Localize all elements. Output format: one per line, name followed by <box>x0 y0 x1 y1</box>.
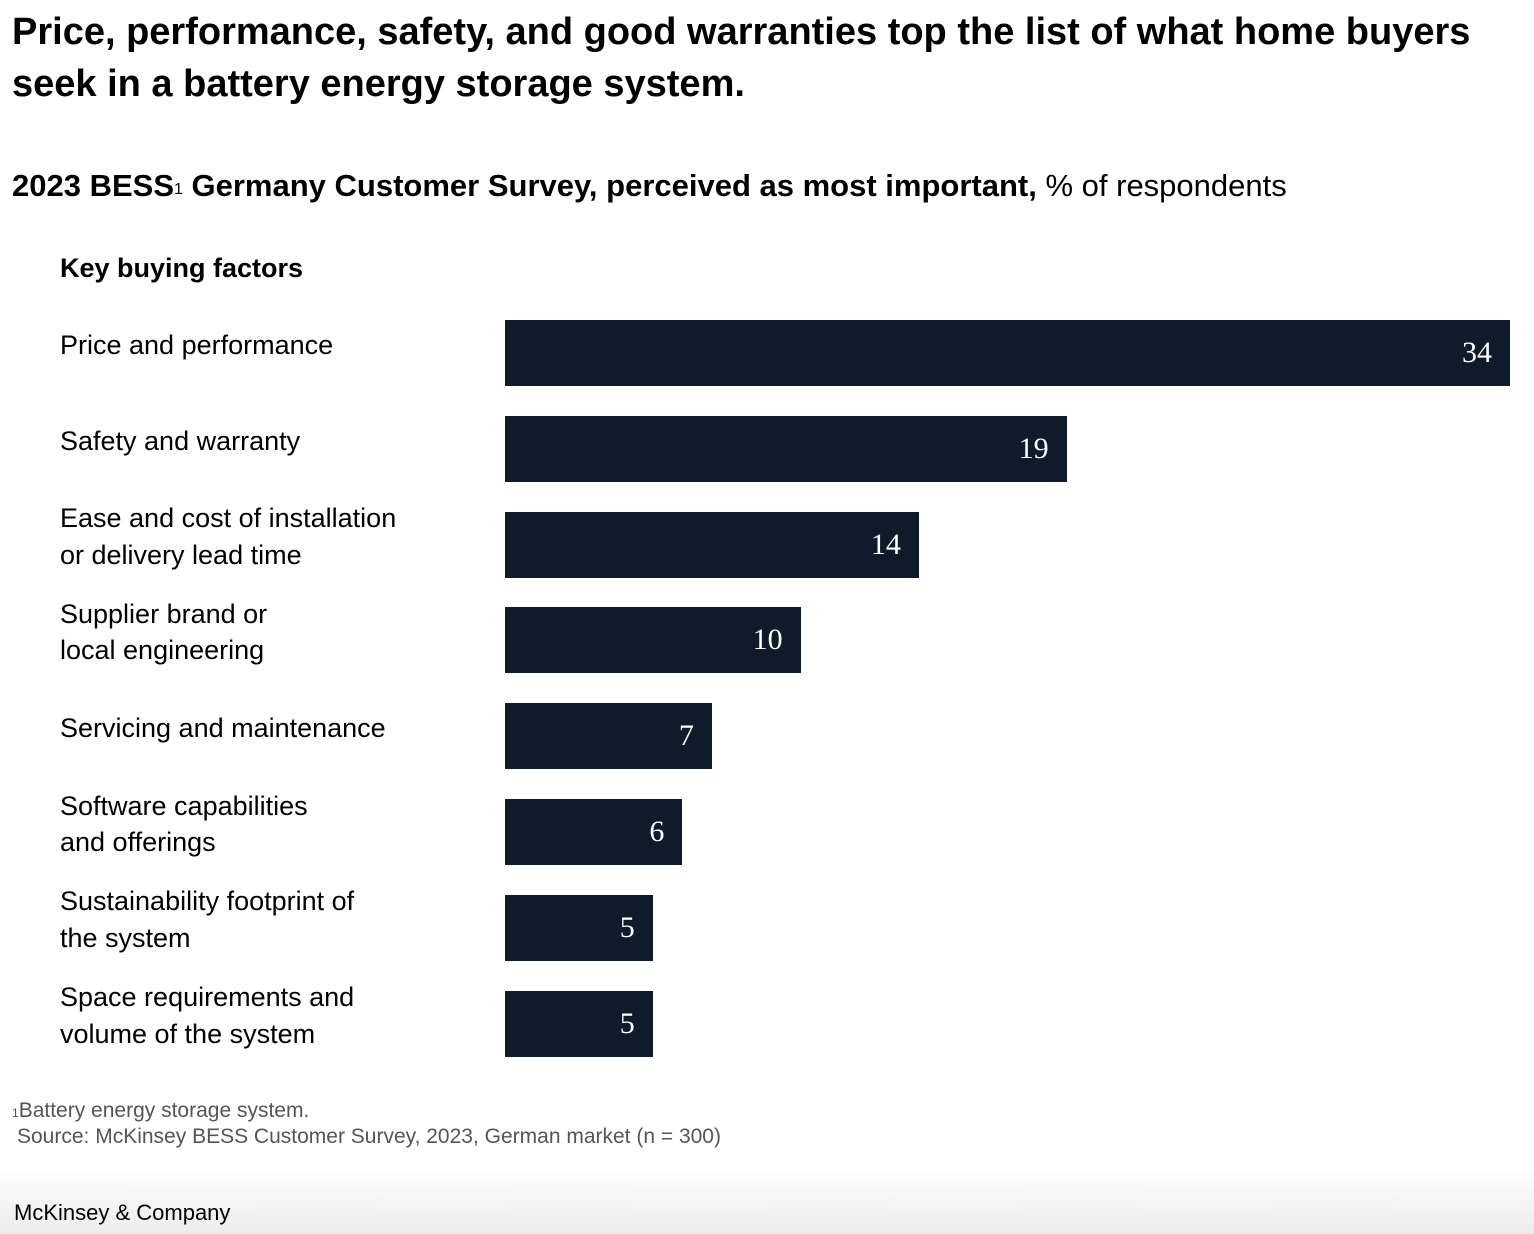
subtitle-main: 2023 BESS <box>12 168 174 203</box>
category-label: Price and performance <box>60 329 334 360</box>
category-axis-title: Key buying factors <box>60 253 304 283</box>
bar-value-label: 5 <box>619 1006 635 1040</box>
bar-value-label: 7 <box>678 719 694 753</box>
chart-subtitle: 2023 BESS1 Germany Customer Survey, perc… <box>12 164 1522 208</box>
bar-plot-area: 34 19 14 10 7 6 5 5 <box>505 0 1515 1080</box>
brand-logo-text: McKinsey & Company <box>14 1200 231 1225</box>
source-note: Source: McKinsey BESS Customer Survey, 2… <box>17 1125 721 1148</box>
footer-band <box>0 1165 1534 1234</box>
chart-title: Price, performance, safety, and good war… <box>12 11 1471 105</box>
footnote-marker: 1 <box>12 1106 19 1120</box>
bar-value-label: 5 <box>619 910 635 944</box>
bar: 34 <box>505 320 1510 386</box>
bar: 14 <box>505 511 919 578</box>
category-label: Space requirements and volume of the sys… <box>60 982 355 1049</box>
subtitle-unit: % of respondents <box>1036 168 1287 203</box>
bar-value-label: 14 <box>870 527 901 561</box>
bar-value-label: 6 <box>649 815 665 848</box>
category-labels: Price and performance Safety and warranty… <box>60 0 480 1080</box>
bar-value-label: 34 <box>1462 336 1492 369</box>
bar: 6 <box>505 799 683 865</box>
category-label: Supplier brand or local engineering <box>60 598 268 666</box>
bar-value-label: 10 <box>752 623 783 657</box>
bar-value-label: 19 <box>1018 431 1049 465</box>
footnote: 1Battery energy storage system. <box>12 1098 309 1124</box>
category-label: Sustainability footprint of the system <box>60 886 355 953</box>
footnote-text: Battery energy storage system. <box>18 1099 310 1122</box>
bar: 5 <box>505 990 653 1057</box>
bar: 19 <box>505 415 1067 482</box>
subtitle-footnote-marker: 1 <box>174 181 183 198</box>
category-label: Software capabilities and offerings <box>60 790 308 858</box>
bar: 10 <box>505 607 801 674</box>
bar: 7 <box>505 703 712 770</box>
category-label: Ease and cost of installation or deliver… <box>60 503 397 570</box>
category-label: Safety and warranty <box>60 425 301 456</box>
bar: 5 <box>505 894 653 961</box>
category-label: Servicing and maintenance <box>60 712 386 743</box>
subtitle-rest: Germany Customer Survey, perceived as mo… <box>182 168 1037 203</box>
